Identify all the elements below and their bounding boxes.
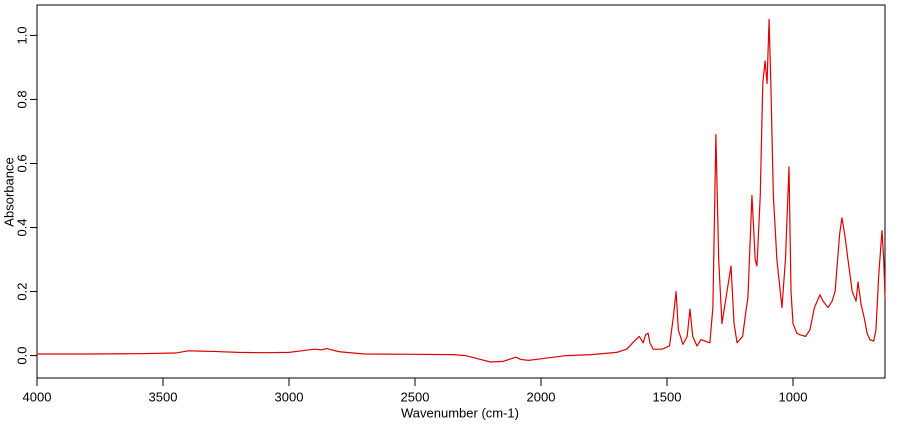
x-tick-label: 1000 (779, 389, 808, 404)
x-tick-label: 3000 (275, 389, 304, 404)
y-tick-label: 0.2 (14, 283, 29, 301)
spectrum-line (37, 18, 886, 363)
x-tick-label: 1500 (653, 389, 682, 404)
x-tick-label: 2500 (401, 389, 430, 404)
y-tick-label: 1.0 (14, 26, 29, 44)
x-tick-label: 3500 (149, 389, 178, 404)
y-tick-label: 0.4 (14, 218, 29, 236)
y-tick-label: 0.0 (14, 347, 29, 365)
y-tick-label: 0.6 (14, 154, 29, 172)
y-tick-label: 0.8 (14, 90, 29, 108)
x-tick-label: 2000 (527, 389, 556, 404)
x-tick-label: 4000 (23, 389, 52, 404)
x-axis-label: Wavenumber (cm-1) (401, 405, 519, 420)
plot-frame (36, 4, 886, 379)
y-axis-label: Absorbance (1, 157, 16, 226)
